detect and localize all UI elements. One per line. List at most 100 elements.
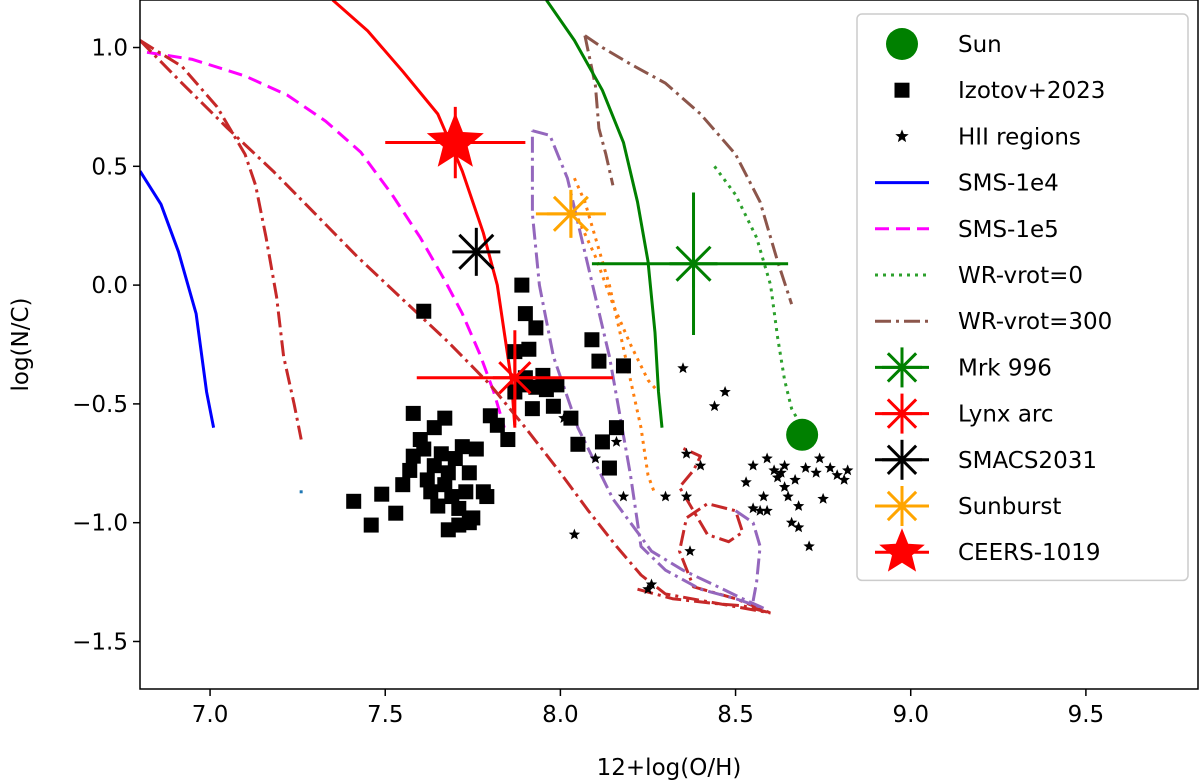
izotov-point-40 <box>591 353 607 369</box>
smacs2031-marker-0 <box>458 233 495 270</box>
hii-point-22 <box>824 462 836 473</box>
x-tick-label-4: 9.0 <box>892 702 929 728</box>
sun-point-0 <box>786 418 819 451</box>
legend-label-wr0: WR-vrot=0 <box>958 263 1083 289</box>
legend-label-sms1e4: SMS-1e4 <box>958 171 1059 197</box>
legend-handle-smacs <box>886 444 918 476</box>
curve-line-12 <box>573 177 657 495</box>
sunburst-marker-0 <box>552 195 589 232</box>
y-axis-label: log(N/C) <box>8 297 34 391</box>
izotov-point-54 <box>528 320 544 336</box>
x-axis-label: 12+log(O/H) <box>597 755 742 781</box>
izotov-point-53 <box>479 489 495 505</box>
izotov-point-36 <box>549 377 565 393</box>
izotov-point-9 <box>419 472 435 488</box>
legend-label-sms1e5: SMS-1e5 <box>958 217 1059 243</box>
izotov-point-0 <box>346 493 362 509</box>
izotov-point-3 <box>388 505 404 521</box>
hii-point-26 <box>747 502 759 514</box>
x-tick-label-5: 9.5 <box>1068 702 1105 728</box>
hii-point-21 <box>817 492 829 504</box>
hii-point-3 <box>740 476 752 488</box>
hii-point-23 <box>831 469 843 480</box>
legend-label-sunburst: Sunburst <box>958 494 1061 520</box>
hii-point-38 <box>680 447 693 459</box>
izotov-point-21 <box>461 465 477 481</box>
izotov-point-11 <box>426 458 442 474</box>
curve-line-6 <box>545 0 664 428</box>
curve-line-11 <box>734 509 762 602</box>
izotov-point-46 <box>514 277 530 293</box>
lynx-arc-marker-0 <box>498 361 532 395</box>
y-tick-label-5: 1.0 <box>91 36 128 62</box>
hii-point-36 <box>645 578 658 590</box>
izotov-point-19 <box>454 439 470 455</box>
izotov-point-13 <box>433 446 449 462</box>
hii-point-10 <box>775 466 787 478</box>
izotov-point-27 <box>500 432 516 448</box>
legend-label-lynx: Lynx arc <box>958 402 1054 428</box>
hii-point-15 <box>789 473 801 485</box>
izotov-point-26 <box>489 417 505 433</box>
y-tick-label-3: 0.0 <box>91 273 128 299</box>
izotov-point-45 <box>416 303 432 319</box>
izotov-point-42 <box>601 460 617 476</box>
x-tick-label-0: 7.0 <box>192 702 229 728</box>
legend-label-mrk996: Mrk 996 <box>958 355 1052 381</box>
legend-label-sun: Sun <box>958 32 1002 58</box>
hii-point-31 <box>617 490 630 502</box>
curve-line-9 <box>637 445 773 615</box>
izotov-point-43 <box>608 420 624 436</box>
sms-1e5-line-1 <box>146 50 506 429</box>
dot-point-0 <box>299 490 303 494</box>
axis-ticks: 7.0 7.5 8.0 8.5 9.0 9.5 −1.5 −1.0 −0.5 0.0 0.5 1.0 <box>72 36 1104 728</box>
hii-point-1 <box>708 400 721 412</box>
izotov-point-20 <box>458 484 474 500</box>
legend-handle-lynx <box>886 398 918 429</box>
hii-point-24 <box>838 473 850 485</box>
hii-point-8 <box>768 464 780 476</box>
hii-point-11 <box>778 481 791 492</box>
hii-point-5 <box>754 504 766 516</box>
izotov-point-17 <box>447 451 463 467</box>
wr-vrot-300-line-3 <box>584 34 794 305</box>
hii-point-37 <box>642 583 654 595</box>
hii-point-2 <box>719 386 731 397</box>
hii-point-7 <box>761 452 773 464</box>
izotov-point-4 <box>395 477 411 493</box>
legend-handle-sunburst <box>886 490 918 522</box>
hii-point-29 <box>684 545 696 557</box>
izotov-point-31 <box>521 341 537 357</box>
legend-label-hii: HII regions <box>958 124 1081 150</box>
hii-point-34 <box>589 452 602 464</box>
hii-point-25 <box>842 464 854 476</box>
hii-point-30 <box>659 490 672 502</box>
hii-point-28 <box>680 490 693 502</box>
legend-box <box>856 13 1189 582</box>
plot-area <box>140 0 854 615</box>
hii-point-35 <box>610 435 623 447</box>
axes-frame <box>139 0 1199 690</box>
legend-handle-sun <box>886 28 918 60</box>
x-tick-label-1: 7.5 <box>367 702 404 728</box>
legend-handle-hii <box>895 129 909 143</box>
sms-1e4-line-0 <box>140 170 216 428</box>
x-tick-label-3: 8.5 <box>717 702 754 728</box>
legend-handle-ceers <box>879 528 925 572</box>
izotov-point-23 <box>468 441 484 457</box>
izotov-point-57 <box>437 410 453 426</box>
hii-point-14 <box>785 516 798 528</box>
plot-content <box>140 0 854 615</box>
hii-point-40 <box>792 500 805 511</box>
hii-point-16 <box>792 521 805 533</box>
legend-label-ceers: CEERS-1019 <box>958 540 1101 566</box>
y-tick-label-0: −1.5 <box>72 629 128 655</box>
legend-handle-mrk996 <box>886 352 918 383</box>
curve-line-10 <box>530 129 766 610</box>
izotov-point-18 <box>451 500 467 516</box>
izotov-point-39 <box>584 332 600 348</box>
legend-label-wr300: WR-vrot=300 <box>958 309 1112 335</box>
hii-point-6 <box>757 490 770 502</box>
izotov-point-2 <box>374 486 390 502</box>
